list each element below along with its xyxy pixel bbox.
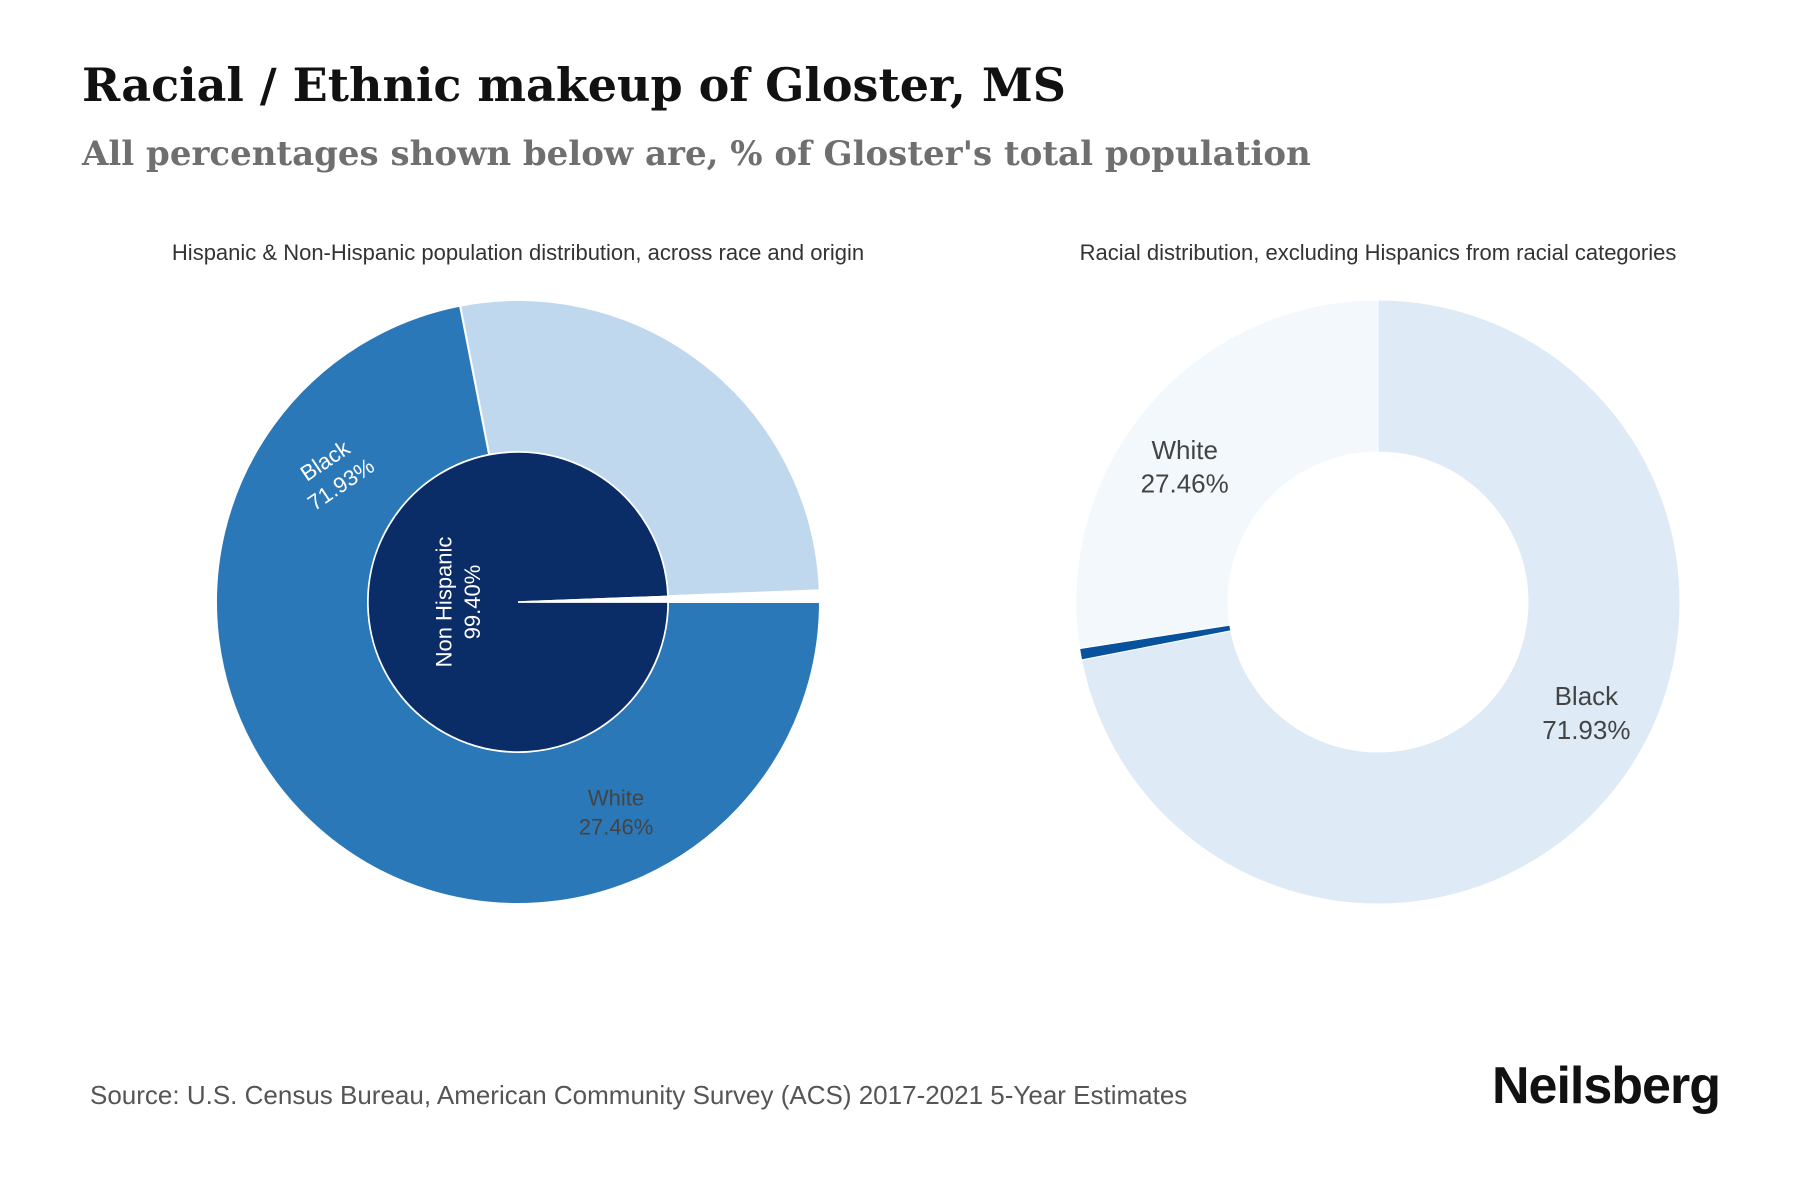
source-note: Source: U.S. Census Bureau, American Com… <box>90 1080 1188 1110</box>
slice-white <box>1075 299 1379 650</box>
page-title: Racial / Ethnic makeup of Gloster, MS <box>82 58 1067 112</box>
left-donut-chart: Black71.93%White 27.46%Non Hispanic 99.40% <box>215 299 822 905</box>
right-chart-title: Racial distribution, excluding Hispanics… <box>1080 240 1677 265</box>
page-subtitle: All percentages shown below are, % of Gl… <box>82 134 1311 174</box>
label-white: White 27.46% <box>1141 435 1229 499</box>
inner-label-non-hispanic: Non Hispanic 99.40% <box>431 537 485 668</box>
right-donut-chart: Black 71.93% White 27.46% <box>1075 299 1681 905</box>
outer-label-white: White 27.46% <box>579 786 654 840</box>
label-black: Black 71.93% <box>1542 681 1630 745</box>
brand-logo: Neilsberg <box>1492 1057 1721 1115</box>
inner-slice-unlabeled <box>517 595 669 603</box>
left-chart-title: Hispanic & Non-Hispanic population distr… <box>172 240 864 265</box>
slice-black <box>1081 299 1681 905</box>
